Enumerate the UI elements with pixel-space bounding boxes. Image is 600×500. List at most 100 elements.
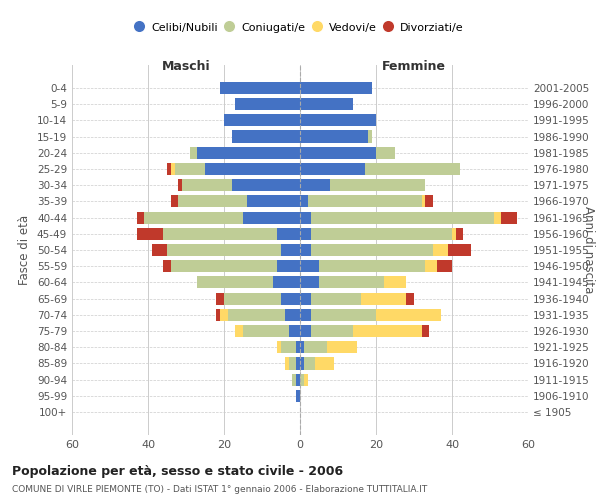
Bar	[296, 341, 300, 353]
Bar	[311, 212, 494, 224]
Bar	[217, 309, 220, 321]
Bar	[437, 260, 452, 272]
Bar	[171, 163, 175, 175]
Y-axis label: Fasce di età: Fasce di età	[19, 215, 31, 285]
Bar	[277, 260, 300, 272]
Bar	[224, 292, 281, 304]
Bar	[311, 228, 452, 240]
Bar	[300, 244, 311, 256]
Bar	[296, 390, 300, 402]
Bar	[285, 358, 289, 370]
Bar	[167, 163, 171, 175]
Bar	[182, 179, 232, 191]
Bar	[163, 228, 277, 240]
Bar	[152, 244, 167, 256]
Bar	[300, 309, 311, 321]
Bar	[247, 196, 300, 207]
Bar	[319, 276, 383, 288]
Bar	[300, 114, 376, 126]
Bar	[300, 163, 365, 175]
Bar	[228, 309, 285, 321]
Bar	[331, 179, 425, 191]
Bar	[311, 292, 361, 304]
Bar	[502, 212, 517, 224]
Bar	[197, 276, 274, 288]
Bar	[224, 114, 300, 126]
Y-axis label: Anni di nascita: Anni di nascita	[582, 206, 595, 294]
Legend: Celibi/Nubili, Coniugati/e, Vedovi/e, Divorziati/e: Celibi/Nubili, Coniugati/e, Vedovi/e, Di…	[133, 19, 467, 36]
Bar	[243, 212, 300, 224]
Bar	[235, 325, 243, 337]
Bar	[383, 276, 406, 288]
Bar	[304, 358, 315, 370]
Bar	[300, 358, 304, 370]
Bar	[281, 341, 296, 353]
Text: COMUNE DI VIRLE PIEMONTE (TO) - Dati ISTAT 1° gennaio 2006 - Elaborazione TUTTIT: COMUNE DI VIRLE PIEMONTE (TO) - Dati IST…	[12, 485, 427, 494]
Bar	[353, 325, 422, 337]
Bar	[300, 341, 304, 353]
Bar	[167, 244, 281, 256]
Bar	[171, 196, 178, 207]
Bar	[281, 292, 300, 304]
Bar	[217, 292, 224, 304]
Bar	[425, 196, 433, 207]
Bar	[232, 179, 300, 191]
Bar	[494, 212, 502, 224]
Bar	[452, 228, 456, 240]
Bar	[376, 146, 395, 159]
Bar	[197, 146, 300, 159]
Bar	[456, 228, 463, 240]
Bar	[304, 374, 308, 386]
Bar	[376, 309, 440, 321]
Text: Popolazione per età, sesso e stato civile - 2006: Popolazione per età, sesso e stato civil…	[12, 465, 343, 478]
Bar	[220, 309, 228, 321]
Bar	[300, 260, 319, 272]
Bar	[448, 244, 471, 256]
Bar	[144, 212, 243, 224]
Bar	[311, 325, 353, 337]
Bar	[175, 163, 205, 175]
Bar	[289, 358, 296, 370]
Bar	[300, 179, 331, 191]
Bar	[235, 98, 300, 110]
Bar	[425, 260, 437, 272]
Bar	[361, 292, 406, 304]
Bar	[300, 196, 308, 207]
Bar	[308, 196, 422, 207]
Bar	[292, 374, 296, 386]
Bar	[277, 228, 300, 240]
Bar	[422, 325, 429, 337]
Bar	[296, 358, 300, 370]
Bar	[326, 341, 357, 353]
Bar	[365, 163, 460, 175]
Bar	[300, 82, 372, 94]
Bar	[315, 358, 334, 370]
Bar	[311, 309, 376, 321]
Bar	[300, 292, 311, 304]
Bar	[300, 276, 319, 288]
Bar	[178, 196, 247, 207]
Bar	[300, 374, 304, 386]
Bar	[406, 292, 414, 304]
Bar	[433, 244, 448, 256]
Bar	[171, 260, 277, 272]
Bar	[274, 276, 300, 288]
Bar	[300, 325, 311, 337]
Bar	[163, 260, 171, 272]
Bar	[137, 212, 144, 224]
Text: Femmine: Femmine	[382, 60, 446, 74]
Bar	[300, 212, 311, 224]
Bar	[300, 228, 311, 240]
Bar	[137, 228, 163, 240]
Bar	[304, 341, 326, 353]
Bar	[243, 325, 289, 337]
Bar	[311, 244, 433, 256]
Bar	[300, 130, 368, 142]
Bar	[232, 130, 300, 142]
Bar	[368, 130, 372, 142]
Bar	[277, 341, 281, 353]
Bar	[285, 309, 300, 321]
Bar	[289, 325, 300, 337]
Bar	[300, 98, 353, 110]
Text: Maschi: Maschi	[161, 60, 211, 74]
